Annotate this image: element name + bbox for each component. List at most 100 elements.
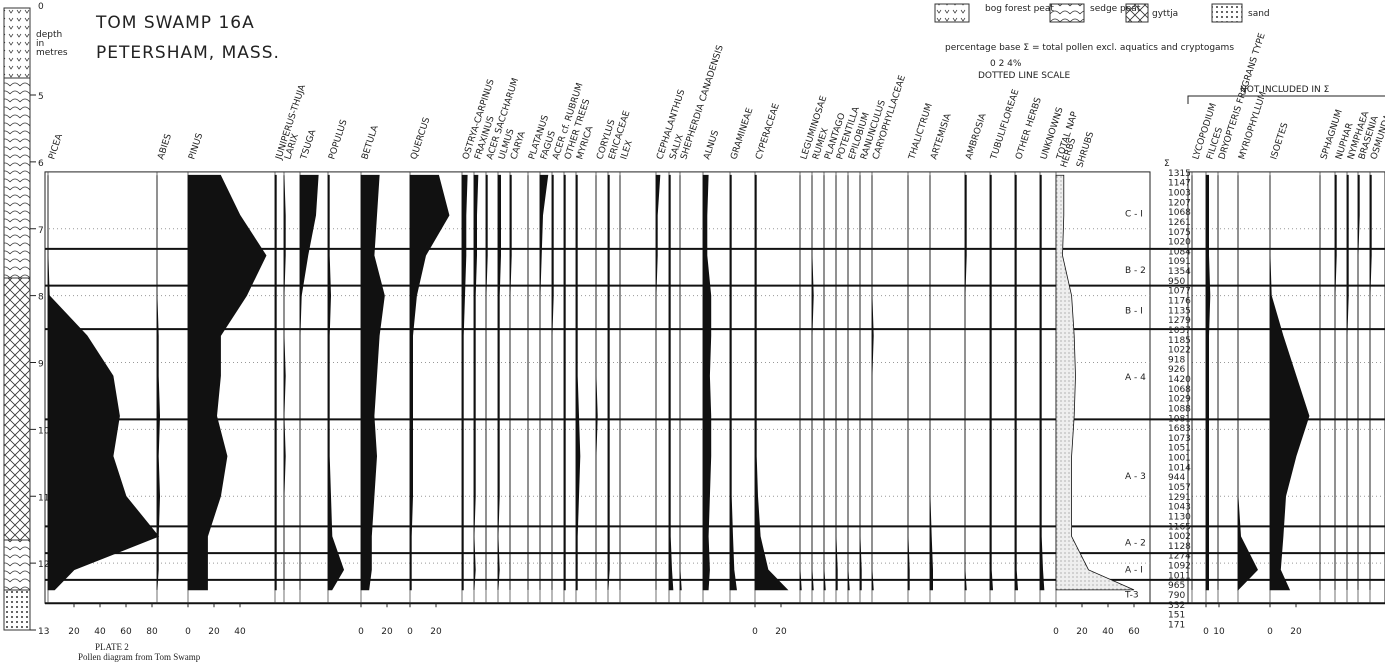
y-tick-label: 12 — [38, 560, 49, 570]
depth-label: depth — [36, 30, 62, 40]
sum-value: 965 — [1168, 581, 1185, 591]
pollen-curve — [799, 175, 802, 591]
pollen-curve — [1055, 174, 1135, 591]
sum-value: 1135 — [1168, 306, 1191, 316]
sum-value: 1261 — [1168, 218, 1191, 228]
sum-value: 1029 — [1168, 395, 1191, 405]
zone-label: B - I — [1125, 306, 1143, 316]
sum-value: 918 — [1168, 355, 1185, 365]
sum-value: 1420 — [1168, 375, 1191, 385]
sum-value: 1068 — [1168, 385, 1191, 395]
caption: Pollen diagram from Tom Swamp — [78, 652, 201, 662]
taxon-label: ABIES — [156, 132, 174, 160]
pollen-curve — [679, 175, 682, 591]
sum-value: 950 — [1168, 277, 1185, 287]
sum-value: 1130 — [1168, 512, 1191, 522]
pollen-curve — [847, 175, 850, 591]
pollen-curve — [47, 175, 160, 591]
taxon-label: ARTEMISIA — [929, 111, 954, 160]
pollen-curve — [299, 174, 319, 590]
sum-value: 1091 — [1168, 257, 1191, 267]
zone-label: A - 2 — [1125, 539, 1146, 549]
sum-value: 944 — [1168, 473, 1185, 483]
pollen-curve — [811, 175, 814, 591]
x-tick-label: 0 — [358, 627, 364, 637]
sum-value: 1165 — [1168, 522, 1191, 532]
pollen-curve — [835, 175, 838, 591]
pollen-curve — [563, 174, 566, 591]
y-tick-label: 5 — [38, 92, 44, 102]
sum-value: 1274 — [1168, 552, 1191, 562]
x-tick-label: 0 — [1267, 627, 1273, 637]
sum-value: 1014 — [1168, 463, 1191, 473]
sum-value: 1185 — [1168, 336, 1191, 346]
taxon-label: TSUGA — [299, 128, 319, 162]
nap-label: SHRUBS — [1075, 130, 1096, 169]
dotted-scale-label: DOTTED LINE SCALE — [978, 71, 1070, 81]
x-tick-label: 40 — [234, 627, 246, 637]
x-tick-label: 0 — [1203, 627, 1209, 637]
pollen-curve — [929, 175, 933, 591]
depth-label: in — [36, 39, 44, 49]
x-tick-label: 10 — [1213, 627, 1225, 637]
sum-value: 171 — [1168, 620, 1185, 630]
sum-value: 1073 — [1168, 434, 1191, 444]
sum-value: 1022 — [1168, 346, 1191, 356]
legend-label: sand — [1248, 9, 1270, 19]
dotted-scale: 0 2 4% — [990, 59, 1022, 69]
pollen-curve — [360, 174, 385, 591]
plate: PLATE 2 — [95, 642, 129, 652]
subtitle: PETERSHAM, MASS. — [96, 43, 280, 63]
sum-value: 1051 — [1168, 444, 1191, 454]
sum-value: 332 — [1168, 601, 1185, 611]
sum-value: 1176 — [1168, 297, 1191, 307]
pollen-curve — [607, 174, 610, 590]
pollen-curve — [274, 174, 277, 591]
taxon-label: AMBROSIA — [964, 111, 989, 161]
pollen-curve — [1369, 174, 1372, 590]
taxon-label: PINUS — [187, 132, 205, 161]
y-tick-label: 9 — [38, 360, 44, 370]
taxon-label: QUERCUS — [409, 116, 432, 161]
pollen-curve — [754, 174, 789, 591]
taxon-label: ALNUS — [702, 129, 721, 161]
legend-label: bog forest peat — [985, 4, 1054, 14]
pollen-curve — [509, 174, 512, 590]
x-tick-label: 0 — [407, 627, 413, 637]
y-tick-label: 7 — [38, 226, 44, 236]
zone-label: T-3 — [1124, 591, 1139, 601]
sum-value: 1092 — [1168, 562, 1191, 572]
pollen-curve — [1205, 174, 1211, 591]
x-tick-label: 20 — [1290, 627, 1302, 637]
x-tick-label: 40 — [94, 627, 106, 637]
zone-label: B - 2 — [1125, 266, 1146, 276]
sum-value: 1020 — [1168, 238, 1191, 248]
lithology — [3, 7, 31, 631]
surface-label: 0 — [38, 2, 44, 12]
pollen-curve — [859, 175, 862, 591]
x-tick-label: 20 — [775, 627, 787, 637]
sum-value: 1068 — [1168, 208, 1191, 218]
legend-label: gyttja — [1152, 9, 1178, 19]
legend-label: sedge peat — [1090, 4, 1141, 14]
sum-value: 1291 — [1168, 493, 1191, 503]
sum-value: 1057 — [1168, 483, 1191, 493]
pollen-curve — [1269, 175, 1310, 591]
pollen-curve — [551, 174, 554, 590]
sum-value: 151 — [1168, 611, 1185, 621]
x-tick-label: 60 — [120, 627, 132, 637]
zone-label: A - 4 — [1125, 373, 1146, 383]
pollen-curve — [1039, 174, 1045, 591]
sum-value: 1081 — [1168, 414, 1191, 424]
pollen-curve — [964, 174, 967, 591]
sum-value: 1128 — [1168, 542, 1191, 552]
sum-value: 790 — [1168, 591, 1185, 601]
x-tick-label: 20 — [381, 627, 393, 637]
pollen-curve — [539, 174, 549, 590]
taxon-label: BETULA — [360, 123, 381, 160]
y-tick-label: 13 — [38, 627, 49, 637]
zone-label: C - I — [1125, 209, 1143, 219]
x-tick-label: 40 — [1102, 627, 1114, 637]
depth-label: metres — [36, 48, 68, 58]
